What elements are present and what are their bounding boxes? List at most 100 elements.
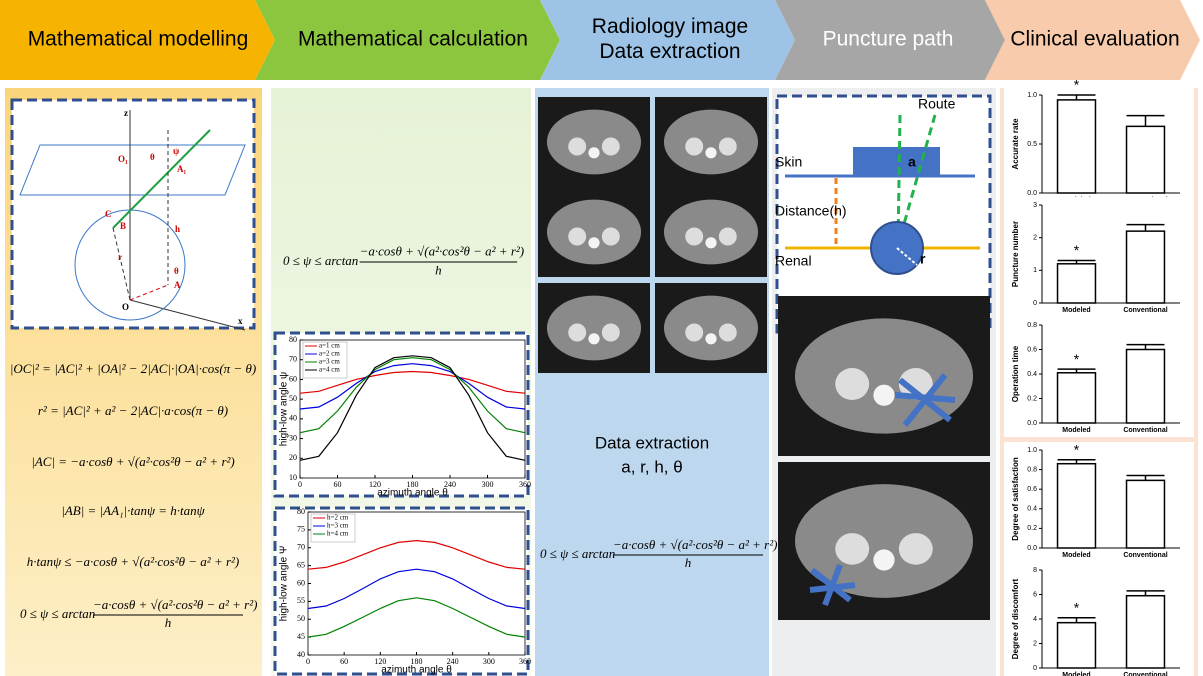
diagram-label: r: [118, 252, 122, 262]
x-tick-label: Conventional: [1123, 552, 1167, 559]
y-tick-label: 8: [1033, 567, 1037, 574]
y-tick-label: 1.0: [1027, 92, 1037, 99]
y-tick-label: 0.0: [1027, 190, 1037, 197]
ct-spine: [705, 237, 716, 248]
legend-label: h=4 cm: [327, 530, 349, 538]
diagram-label: Distance(h): [775, 203, 847, 219]
bar: [1127, 480, 1165, 548]
formula: r² = |AC|² + a² − 2|AC|·a·cos(π − θ): [38, 403, 228, 418]
legend-label: a=4 cm: [319, 366, 340, 374]
ct-organ: [719, 324, 737, 342]
y-tick-label: 4: [1033, 616, 1037, 623]
ct-organ: [602, 138, 620, 156]
ct-spine: [588, 237, 599, 248]
ct-spine: [873, 549, 894, 570]
significance: *: [1074, 77, 1080, 93]
y-tick-label: 40: [289, 414, 297, 423]
step-title: Mathematical calculation: [298, 28, 528, 51]
bar: [1058, 264, 1096, 303]
x-tick-label: Conventional: [1123, 672, 1167, 676]
y-tick-label: 50: [297, 614, 305, 623]
ct-spine: [873, 385, 894, 406]
y-tick-label: 0.2: [1027, 395, 1037, 402]
ct-spine: [588, 333, 599, 344]
significance: *: [1074, 242, 1080, 258]
y-tick-label: 2: [1033, 235, 1037, 242]
x-tick-label: Conventional: [1123, 307, 1167, 314]
y-tick-label: 10: [289, 473, 297, 482]
diagram-label: A: [174, 280, 181, 290]
y-tick-label: 75: [297, 525, 305, 534]
x-tick-label: Modeled: [1062, 552, 1090, 559]
ct-body: [664, 110, 758, 175]
ct-body: [547, 110, 641, 175]
y-axis-label: Degree of discomfort: [1011, 578, 1020, 659]
y-tick-label: 0.8: [1027, 322, 1037, 329]
x-tick-label: Modeled: [1062, 672, 1090, 676]
x-tick-label: Conventional: [1123, 427, 1167, 434]
y-tick-label: 0: [1033, 665, 1037, 672]
formula: h: [685, 555, 692, 570]
diagram-label: h: [175, 224, 180, 234]
diagram-label: A₁: [177, 164, 186, 174]
ct-organ: [568, 138, 586, 156]
ct-organ: [685, 228, 703, 246]
ct-organ: [835, 368, 869, 400]
y-tick-label: 80: [297, 507, 305, 516]
y-tick-label: 80: [289, 335, 297, 344]
formula: h·tanψ ≤ −a·cosθ + √(a²·cos²θ − a² + r²): [27, 554, 240, 569]
step-title: Clinical evaluation: [1010, 28, 1179, 51]
y-tick-label: 50: [289, 394, 297, 403]
x-tick-label: 60: [340, 657, 348, 666]
formula: 0 ≤ ψ ≤ arctan: [283, 253, 358, 268]
legend-label: h=3 cm: [327, 522, 349, 530]
y-tick-label: 0.6: [1027, 346, 1037, 353]
ct-body: [664, 296, 758, 361]
x-tick-label: 360: [519, 657, 531, 666]
y-tick-label: 1: [1033, 267, 1037, 274]
y-axis-label: Puncture number: [1011, 221, 1020, 287]
y-tick-label: 45: [297, 632, 305, 641]
x-axis-label: azimuth angle θ: [381, 665, 452, 676]
bar: [1058, 373, 1096, 423]
skin-block: [853, 147, 940, 176]
significance: *: [1074, 351, 1080, 367]
diagram-label: Renal: [775, 253, 812, 269]
y-tick-label: 70: [297, 543, 305, 552]
legend-label: a=2 cm: [319, 350, 340, 358]
bar: [1127, 596, 1165, 668]
bar: [1127, 231, 1165, 303]
diagram-label: ψ: [173, 146, 180, 156]
x-tick-label: 60: [334, 480, 342, 489]
x-tick-label: 300: [483, 657, 495, 666]
y-tick-label: 0.6: [1027, 486, 1037, 493]
x-tick-label: 0: [306, 657, 310, 666]
y-tick-label: 0.2: [1027, 525, 1037, 532]
bar: [1058, 100, 1096, 193]
ct-body: [547, 200, 641, 265]
step-title: Radiology image: [592, 15, 748, 38]
ct-organ: [602, 228, 620, 246]
diagram-label: z: [124, 108, 128, 118]
ct-organ: [719, 138, 737, 156]
y-tick-label: 60: [297, 578, 305, 587]
formula: −a·cosθ + √(a²·cos²θ − a² + r²): [93, 597, 257, 612]
formula: −a·cosθ + √(a²·cos²θ − a² + r²): [613, 537, 777, 552]
formula: 0 ≤ ψ ≤ arctan: [540, 546, 615, 561]
x-tick-label: 300: [482, 480, 494, 489]
y-tick-label: 30: [289, 433, 297, 442]
diagram-label: θ: [174, 266, 179, 276]
formula: 0 ≤ ψ ≤ arctan: [20, 606, 95, 621]
diagram-label: B: [120, 221, 126, 231]
y-axis-label: Accurate rate: [1011, 118, 1020, 170]
ct-organ: [568, 324, 586, 342]
y-tick-label: 70: [289, 355, 297, 364]
y-tick-label: 0.4: [1027, 371, 1037, 378]
formula: −a·cosθ + √(a²·cos²θ − a² + r²): [360, 244, 524, 259]
y-tick-label: 0.0: [1027, 545, 1037, 552]
diagram-box: [12, 100, 254, 328]
x-axis-label: azimuth angle θ: [377, 488, 448, 499]
ct-organ: [685, 138, 703, 156]
ct-spine: [705, 147, 716, 158]
legend-label: a=3 cm: [319, 358, 340, 366]
